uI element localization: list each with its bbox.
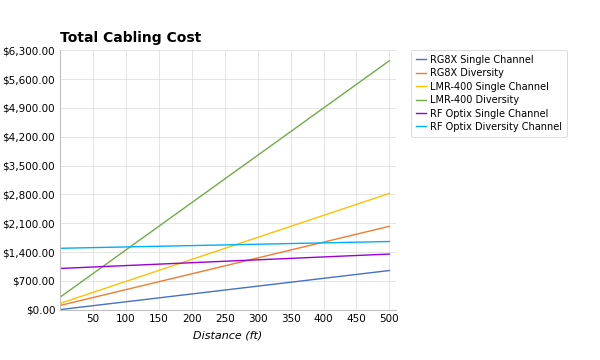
RF Optix Diversity Channel [326,240,334,245]
RG8X Single Channel [213,289,220,293]
RF Optix Diversity Channel [213,243,220,247]
RG8X Diversity [378,226,385,230]
LMR-400 Diversity [215,181,222,186]
LMR-400 Single Channel [235,242,242,246]
LMR-400 Single Channel [56,301,64,306]
Line: RF Optix Diversity Channel: RF Optix Diversity Channel [60,242,389,248]
RF Optix Single Channel [235,258,242,263]
LMR-400 Diversity [326,101,334,105]
LMR-400 Diversity [386,59,393,63]
LMR-400 Diversity [213,183,220,187]
RF Optix Diversity Channel [253,242,260,246]
Legend: RG8X Single Channel, RG8X Diversity, LMR-400 Single Channel, LMR-400 Diversity, : RG8X Single Channel, RG8X Diversity, LMR… [411,50,567,137]
LMR-400 Diversity [253,154,260,159]
LMR-400 Single Channel [213,249,220,253]
RF Optix Single Channel [326,255,334,259]
LMR-400 Diversity [235,167,242,171]
RF Optix Single Channel [56,266,64,271]
Line: RF Optix Single Channel: RF Optix Single Channel [60,254,389,269]
RF Optix Diversity Channel [386,239,393,244]
RF Optix Single Channel [215,259,222,264]
RG8X Single Channel [215,289,222,293]
Line: RG8X Diversity: RG8X Diversity [60,226,389,306]
Line: RG8X Single Channel: RG8X Single Channel [60,270,389,310]
RF Optix Diversity Channel [215,243,222,247]
LMR-400 Diversity [56,295,64,300]
RG8X Diversity [215,265,222,270]
LMR-400 Diversity [378,64,385,68]
RF Optix Diversity Channel [235,243,242,247]
LMR-400 Single Channel [253,236,260,240]
RF Optix Diversity Channel [378,239,385,244]
RG8X Diversity [386,224,393,229]
RG8X Single Channel [386,268,393,273]
LMR-400 Single Channel [386,191,393,195]
RG8X Diversity [235,261,242,265]
RG8X Single Channel [326,275,334,280]
Line: LMR-400 Diversity: LMR-400 Diversity [60,61,389,297]
Line: LMR-400 Single Channel: LMR-400 Single Channel [60,193,389,303]
RF Optix Single Channel [213,260,220,264]
Text: Total Cabling Cost: Total Cabling Cost [60,31,201,45]
RG8X Diversity [326,238,334,243]
RF Optix Single Channel [378,252,385,257]
RG8X Single Channel [56,307,64,312]
RG8X Diversity [56,303,64,308]
X-axis label: Distance (ft): Distance (ft) [193,330,263,340]
RG8X Single Channel [235,286,242,291]
LMR-400 Single Channel [378,194,385,198]
RF Optix Single Channel [386,252,393,256]
RF Optix Single Channel [253,258,260,262]
LMR-400 Single Channel [215,248,222,253]
RF Optix Diversity Channel [56,246,64,251]
RG8X Single Channel [378,269,385,274]
LMR-400 Single Channel [326,211,334,215]
RG8X Diversity [213,266,220,270]
RG8X Single Channel [253,284,260,288]
RG8X Diversity [253,256,260,261]
